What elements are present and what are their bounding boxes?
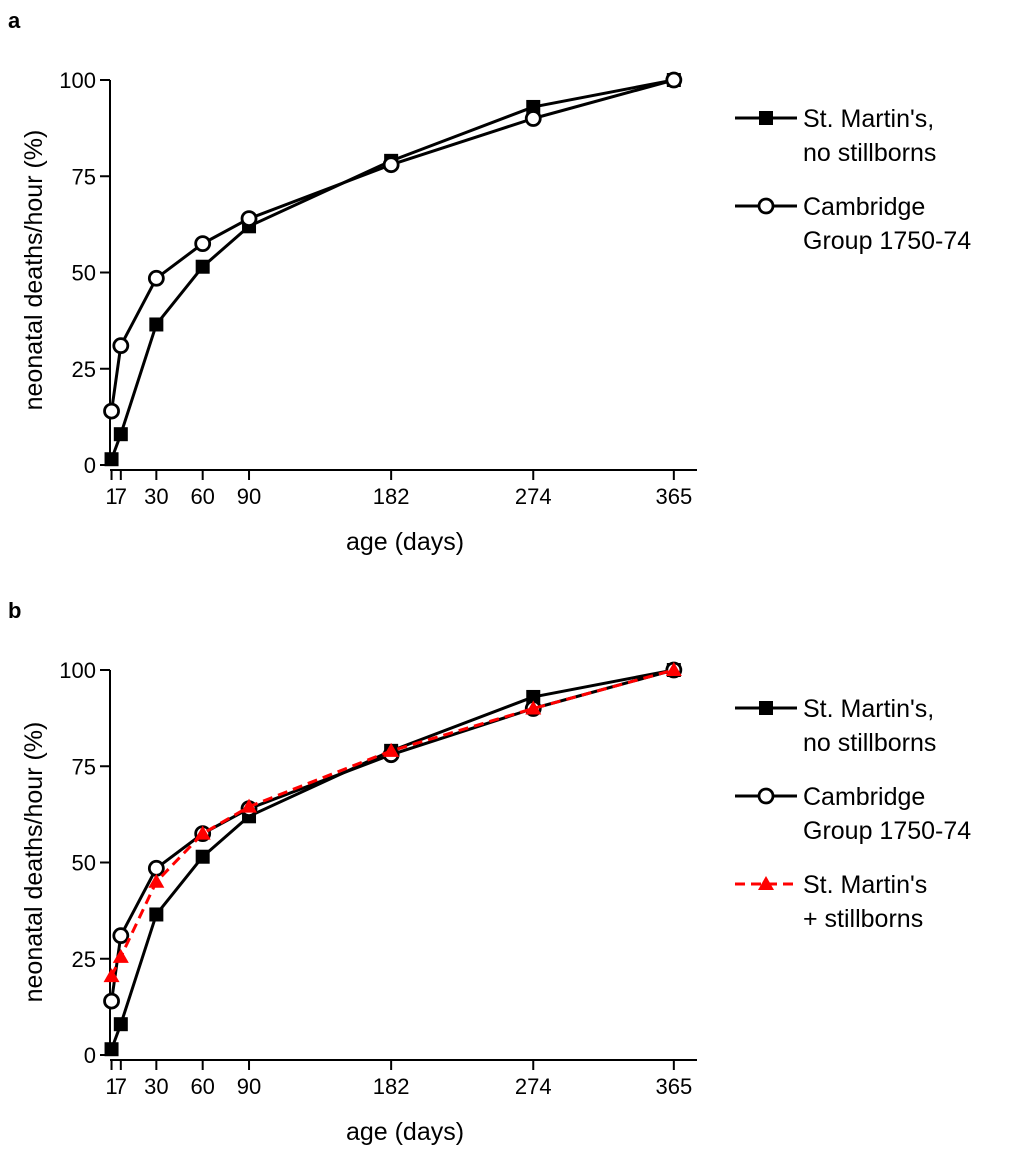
legend-a: St. Martin's, no stillborns Cambridge Group… [735, 105, 971, 255]
legend-marker-b-2 [758, 876, 774, 890]
legend-label-b-2-1: + stillborns [803, 905, 923, 933]
y-tick-label-b-25: 25 [72, 947, 96, 972]
x-tick-label-a-182: 182 [373, 484, 410, 509]
data-point-a-0-3 [195, 259, 210, 274]
y-tick-label-a-25: 25 [72, 357, 96, 382]
series-line-a-1 [110, 78, 675, 412]
data-point-b-1-2 [147, 859, 165, 877]
data-point-b-0-3 [195, 849, 210, 864]
x-tick-label-b-274: 274 [515, 1074, 552, 1099]
data-point-a-1-1 [112, 337, 130, 355]
data-point-a-0-6 [526, 99, 541, 114]
legend-label-b-0-1: no stillborns [803, 729, 936, 757]
data-point-a-0-1 [113, 427, 128, 442]
data-point-a-0-0 [104, 452, 119, 467]
panel-letter-b: b [8, 598, 21, 623]
x-tick-label-b-1: 1 [105, 1074, 117, 1099]
x-tick-label-a-1: 1 [105, 484, 117, 509]
data-point-b-0-1 [113, 1017, 128, 1032]
x-tick-label-a-7: 7 [115, 484, 127, 509]
y-tick-label-b-50: 50 [72, 851, 96, 876]
legend-label-a-1-1: Group 1750-74 [803, 227, 971, 255]
panel-b: b 0 25 50 75 100 17 30 60 90 182 274 365 St. Martin… [8, 598, 971, 1146]
legend-label-b-1-1: Group 1750-74 [803, 817, 971, 845]
data-point-b-0-0 [104, 1042, 119, 1057]
legend-label-a-0-1: no stillborns [803, 139, 936, 167]
legend-marker-a-0 [759, 111, 773, 125]
data-point-a-1-4 [240, 210, 258, 228]
legend-label-a-1-0: Cambridge [803, 193, 925, 221]
x-tick-label-a-30: 30 [144, 484, 168, 509]
series-a [103, 71, 683, 467]
axes-a: 0 25 50 75 100 17 30 60 90 182 274 365 [59, 68, 697, 509]
y-tick-label-b-100: 100 [59, 658, 96, 683]
series-line-b-0 [110, 668, 675, 1050]
series-b [103, 661, 683, 1057]
x-tick-label-a-60: 60 [190, 484, 214, 509]
x-tick-label-b-182: 182 [373, 1074, 410, 1099]
y-tick-label-b-0: 0 [84, 1043, 96, 1068]
legend-b: St. Martin's, no stillborns Cambridge Group… [735, 695, 971, 933]
y-tick-label-a-100: 100 [59, 68, 96, 93]
y-tick-label-a-50: 50 [72, 261, 96, 286]
legend-marker-a-1 [757, 197, 775, 215]
series-line-a-0 [110, 78, 675, 460]
x-axis-title-b: age (days) [346, 1118, 464, 1146]
data-point-a-0-2 [149, 317, 164, 332]
y-axis-title-a: neonatal deaths/hour (%) [20, 130, 48, 411]
data-point-a-1-0 [103, 402, 120, 420]
data-point-a-1-3 [194, 235, 212, 253]
legend-label-b-2-0: St. Martin's [803, 871, 927, 899]
data-point-b-2-7 [665, 662, 682, 676]
data-point-b-2-3 [194, 825, 211, 840]
legend-label-a-0-0: St. Martin's, [803, 105, 934, 133]
y-tick-label-b-75: 75 [72, 754, 96, 779]
x-tick-label-b-90: 90 [237, 1074, 261, 1099]
panel-a: a 0 25 50 75 100 17 30 60 90 182 274 365 St. Martin… [8, 8, 971, 556]
panel-letter-a: a [8, 8, 21, 33]
data-point-b-2-0 [103, 968, 120, 983]
x-tick-label-b-365: 365 [655, 1074, 692, 1099]
data-point-a-1-2 [147, 269, 165, 287]
x-tick-label-b-60: 60 [190, 1074, 214, 1099]
x-tick-label-b-7: 7 [115, 1074, 127, 1099]
series-line-b-2 [110, 668, 675, 977]
data-point-b-0-6 [526, 689, 541, 704]
x-tick-label-a-90: 90 [237, 484, 261, 509]
axes-b: 0 25 50 75 100 17 30 60 90 182 274 365 [59, 658, 697, 1099]
data-point-a-1-6 [524, 110, 542, 127]
data-point-b-1-1 [112, 927, 130, 945]
legend-marker-b-0 [759, 701, 773, 715]
legend-label-b-1-0: Cambridge [803, 783, 925, 811]
data-point-b-2-5 [383, 742, 400, 757]
x-tick-label-a-274: 274 [515, 484, 552, 509]
y-axis-title-b: neonatal deaths/hour (%) [20, 722, 48, 1003]
data-point-a-1-5 [382, 156, 400, 174]
legend-marker-b-1 [757, 787, 775, 805]
y-tick-label-a-0: 0 [84, 453, 96, 478]
legend-label-b-0-0: St. Martin's, [803, 695, 934, 723]
x-tick-label-b-30: 30 [144, 1074, 168, 1099]
data-point-b-2-4 [241, 798, 258, 813]
data-point-b-2-1 [112, 948, 129, 963]
data-point-b-0-2 [149, 907, 164, 922]
x-tick-label-a-365: 365 [655, 484, 692, 509]
data-point-b-2-2 [148, 873, 165, 888]
data-point-b-1-0 [103, 992, 120, 1010]
y-tick-label-a-75: 75 [72, 164, 96, 189]
data-point-b-2-6 [525, 700, 542, 715]
x-axis-title-a: age (days) [346, 528, 464, 556]
data-point-a-1-7 [665, 71, 683, 89]
